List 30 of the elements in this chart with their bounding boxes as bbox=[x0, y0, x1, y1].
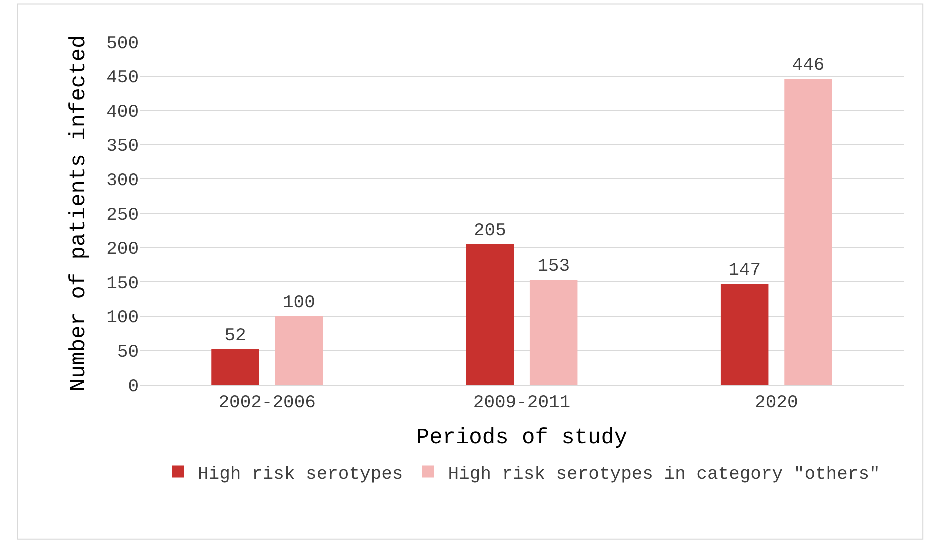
legend-label: High risk serotypes bbox=[198, 464, 404, 485]
data-label: 153 bbox=[538, 257, 570, 278]
x-axis-title: Periods of study bbox=[416, 426, 628, 450]
y-tick-label: 200 bbox=[106, 240, 139, 260]
y-tick-label: 150 bbox=[106, 274, 139, 294]
data-label: 147 bbox=[728, 261, 762, 282]
bar bbox=[720, 284, 769, 385]
data-label: 446 bbox=[792, 56, 825, 76]
y-tick-label: 350 bbox=[106, 137, 139, 158]
data-label: 100 bbox=[282, 293, 316, 314]
y-tick-label: 300 bbox=[106, 172, 139, 192]
bar bbox=[212, 349, 260, 385]
y-tick-label: 50 bbox=[117, 343, 139, 363]
y-tick-label: 0 bbox=[128, 377, 139, 398]
y-tick-label: 400 bbox=[106, 102, 139, 123]
bar bbox=[466, 244, 514, 385]
x-tick-label: 2002-2006 bbox=[218, 394, 316, 414]
x-tick-label: 2009-2011 bbox=[473, 394, 571, 414]
bar bbox=[275, 316, 324, 385]
x-tick-label: 2020 bbox=[755, 394, 798, 414]
y-tick-label: 500 bbox=[106, 34, 139, 54]
bar bbox=[530, 280, 578, 385]
bar bbox=[784, 79, 832, 385]
data-label: 52 bbox=[224, 326, 246, 346]
data-label: 205 bbox=[474, 221, 506, 242]
y-axis-title: Number of patients infected bbox=[66, 35, 92, 392]
legend-label: High risk serotypes in category "others" bbox=[448, 464, 880, 485]
y-tick-label: 250 bbox=[106, 206, 139, 226]
y-tick-label: 100 bbox=[106, 308, 139, 329]
y-tick-label: 450 bbox=[106, 68, 139, 89]
